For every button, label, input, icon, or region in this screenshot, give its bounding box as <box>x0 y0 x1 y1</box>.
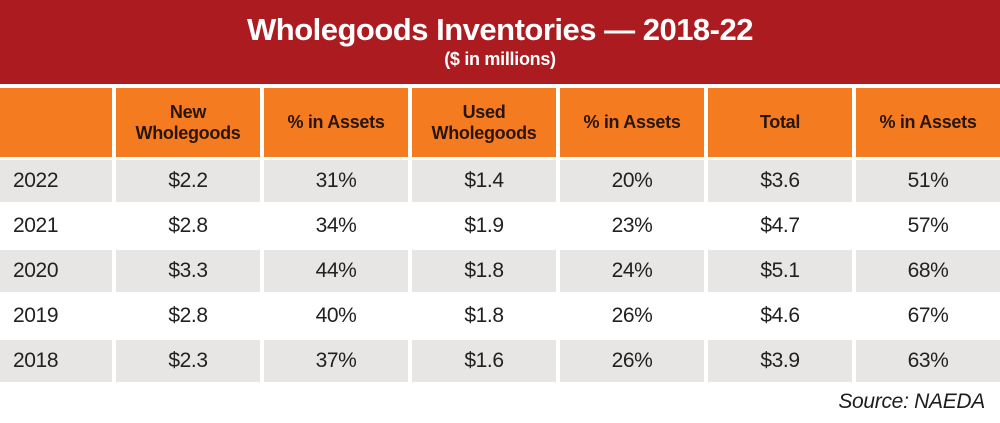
row-2018-total-pct: 63% <box>856 340 1000 382</box>
row-2021-new-wholegoods: $2.8 <box>116 205 260 247</box>
row-2019-total: $4.6 <box>708 295 852 337</box>
column-header-new-pct-assets: % in Assets <box>264 88 408 157</box>
row-2021-used-wholegoods: $1.9 <box>412 205 556 247</box>
column-header-used-pct-assets: % in Assets <box>560 88 704 157</box>
row-2019-new-pct: 40% <box>264 295 408 337</box>
row-2019-used-pct: 26% <box>560 295 704 337</box>
row-2018-new-wholegoods: $2.3 <box>116 340 260 382</box>
row-2022-year: 2022 <box>0 160 112 202</box>
row-2018-total: $3.9 <box>708 340 852 382</box>
row-2021-total-pct: 57% <box>856 205 1000 247</box>
column-header-year <box>0 88 112 157</box>
row-2022-total: $3.6 <box>708 160 852 202</box>
row-2019-total-pct: 67% <box>856 295 1000 337</box>
page-title: Wholegoods Inventories — 2018-22 <box>247 12 753 48</box>
title-banner: Wholegoods Inventories — 2018-22 ($ in m… <box>0 0 1000 84</box>
page-subtitle: ($ in millions) <box>444 48 556 69</box>
row-2018-new-pct: 37% <box>264 340 408 382</box>
row-2019-used-wholegoods: $1.8 <box>412 295 556 337</box>
row-2021-total: $4.7 <box>708 205 852 247</box>
row-2021-used-pct: 23% <box>560 205 704 247</box>
row-2021-year: 2021 <box>0 205 112 247</box>
row-2022-total-pct: 51% <box>856 160 1000 202</box>
row-2020-year: 2020 <box>0 250 112 292</box>
row-2018-year: 2018 <box>0 340 112 382</box>
row-2022-used-wholegoods: $1.4 <box>412 160 556 202</box>
column-header-total-pct-assets: % in Assets <box>856 88 1000 157</box>
row-2022-new-pct: 31% <box>264 160 408 202</box>
row-2021-new-pct: 34% <box>264 205 408 247</box>
row-2020-new-wholegoods: $3.3 <box>116 250 260 292</box>
row-2019-new-wholegoods: $2.8 <box>116 295 260 337</box>
row-2020-total: $5.1 <box>708 250 852 292</box>
source-credit: Source: NAEDA <box>838 390 985 413</box>
row-2018-used-pct: 26% <box>560 340 704 382</box>
row-2018-used-wholegoods: $1.6 <box>412 340 556 382</box>
column-header-new-wholegoods: New Wholegoods <box>116 88 260 157</box>
column-header-used-wholegoods: Used Wholegoods <box>412 88 556 157</box>
row-2020-used-wholegoods: $1.8 <box>412 250 556 292</box>
row-2022-used-pct: 20% <box>560 160 704 202</box>
column-header-total: Total <box>708 88 852 157</box>
row-2022-new-wholegoods: $2.2 <box>116 160 260 202</box>
row-2020-new-pct: 44% <box>264 250 408 292</box>
row-2020-total-pct: 68% <box>856 250 1000 292</box>
inventories-table: New Wholegoods % in Assets Used Wholegoo… <box>0 88 1000 382</box>
source-row: Source: NAEDA <box>0 382 1000 422</box>
row-2019-year: 2019 <box>0 295 112 337</box>
row-2020-used-pct: 24% <box>560 250 704 292</box>
